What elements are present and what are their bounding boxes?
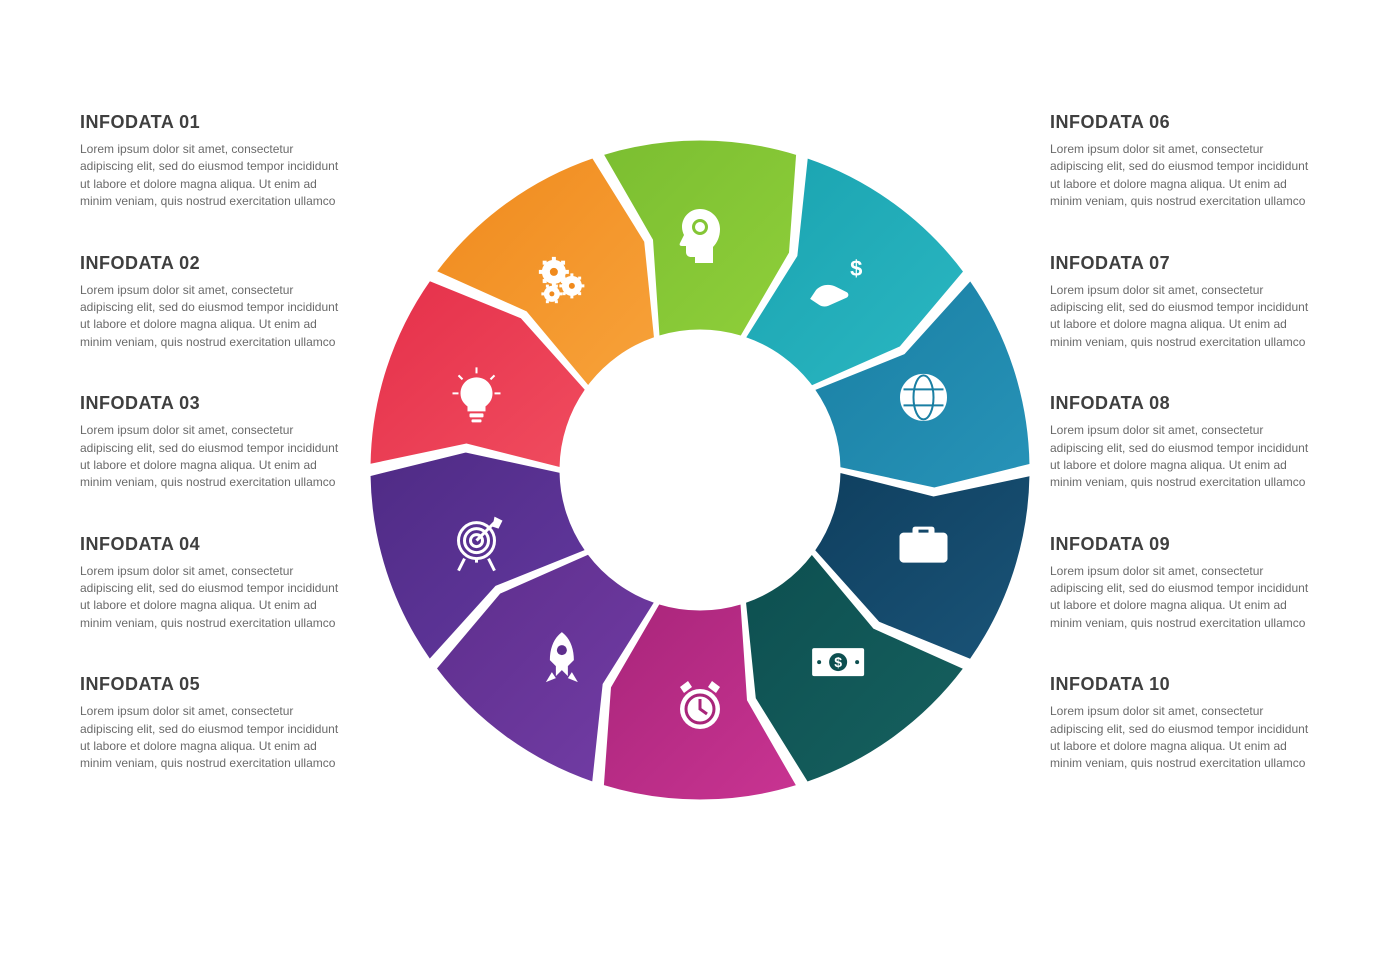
info-title-10: INFODATA 10 [1050,674,1310,695]
ring-diagram: $$ [370,140,1030,800]
ring-center [561,331,839,609]
info-title-03: INFODATA 03 [80,393,340,414]
info-title-06: INFODATA 06 [1050,112,1310,133]
info-block-02: INFODATA 02 Lorem ipsum dolor sit amet, … [80,253,340,352]
info-title-05: INFODATA 05 [80,674,340,695]
left-column: INFODATA 01 Lorem ipsum dolor sit amet, … [80,112,340,773]
info-block-08: INFODATA 08 Lorem ipsum dolor sit amet, … [1050,393,1310,492]
info-block-03: INFODATA 03 Lorem ipsum dolor sit amet, … [80,393,340,492]
ring-svg: $$ [370,140,1030,800]
info-block-10: INFODATA 10 Lorem ipsum dolor sit amet, … [1050,674,1310,773]
banknote-icon: $ [812,648,864,676]
info-block-05: INFODATA 05 Lorem ipsum dolor sit amet, … [80,674,340,773]
info-block-06: INFODATA 06 Lorem ipsum dolor sit amet, … [1050,112,1310,211]
info-title-09: INFODATA 09 [1050,534,1310,555]
info-body-05: Lorem ipsum dolor sit amet, consectetur … [80,703,340,773]
info-body-07: Lorem ipsum dolor sit amet, consectetur … [1050,282,1310,352]
info-block-07: INFODATA 07 Lorem ipsum dolor sit amet, … [1050,253,1310,352]
infographic-page: INFODATA 01 Lorem ipsum dolor sit amet, … [0,0,1400,980]
info-title-01: INFODATA 01 [80,112,340,133]
info-body-02: Lorem ipsum dolor sit amet, consectetur … [80,282,340,352]
right-column: INFODATA 06 Lorem ipsum dolor sit amet, … [1050,112,1310,773]
info-block-09: INFODATA 09 Lorem ipsum dolor sit amet, … [1050,534,1310,633]
info-body-10: Lorem ipsum dolor sit amet, consectetur … [1050,703,1310,773]
info-title-08: INFODATA 08 [1050,393,1310,414]
info-body-08: Lorem ipsum dolor sit amet, consectetur … [1050,422,1310,492]
info-body-01: Lorem ipsum dolor sit amet, consectetur … [80,141,340,211]
info-block-04: INFODATA 04 Lorem ipsum dolor sit amet, … [80,534,340,633]
info-body-06: Lorem ipsum dolor sit amet, consectetur … [1050,141,1310,211]
info-title-02: INFODATA 02 [80,253,340,274]
info-title-07: INFODATA 07 [1050,253,1310,274]
globe-icon [901,375,945,419]
info-title-04: INFODATA 04 [80,534,340,555]
info-body-03: Lorem ipsum dolor sit amet, consectetur … [80,422,340,492]
svg-text:$: $ [850,256,862,281]
svg-text:$: $ [834,654,842,670]
info-body-04: Lorem ipsum dolor sit amet, consectetur … [80,563,340,633]
info-block-01: INFODATA 01 Lorem ipsum dolor sit amet, … [80,112,340,211]
info-body-09: Lorem ipsum dolor sit amet, consectetur … [1050,563,1310,633]
